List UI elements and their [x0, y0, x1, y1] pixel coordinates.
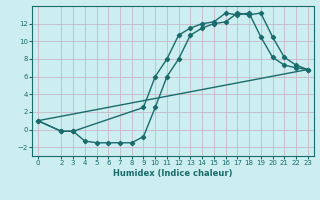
X-axis label: Humidex (Indice chaleur): Humidex (Indice chaleur): [113, 169, 233, 178]
